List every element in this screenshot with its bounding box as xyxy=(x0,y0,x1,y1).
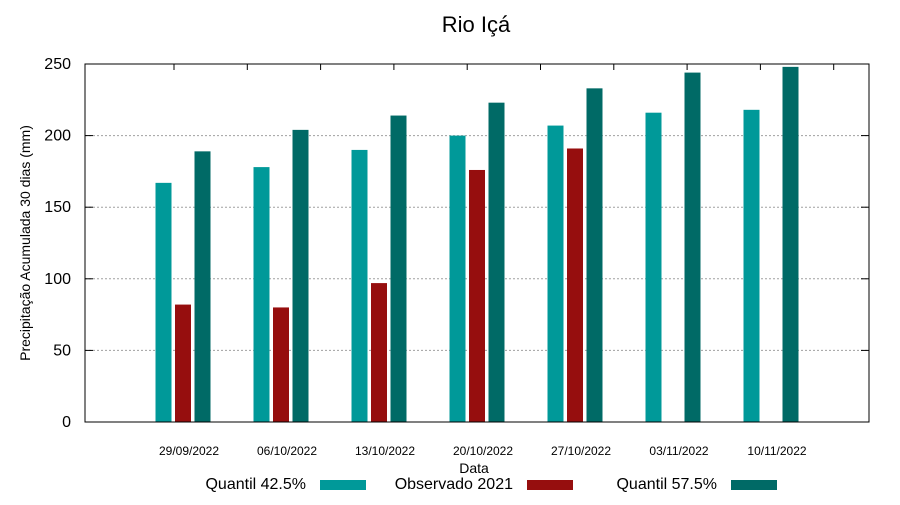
bar-quantil-42-5- xyxy=(645,112,662,423)
legend-label: Quantil 57.5% xyxy=(616,476,717,493)
y-tick-label: 0 xyxy=(62,414,71,431)
x-tick-label: 06/10/2022 xyxy=(257,444,317,458)
bar-quantil-42-5- xyxy=(449,135,466,422)
x-tick-label: 03/11/2022 xyxy=(649,444,708,458)
bar-quantil-57-5- xyxy=(684,72,701,422)
y-tick-label: 200 xyxy=(44,128,71,145)
legend-swatch xyxy=(320,480,366,490)
bar-quantil-57-5- xyxy=(390,115,407,422)
y-tick-label: 250 xyxy=(44,56,71,73)
bar-quantil-57-5- xyxy=(586,88,603,423)
x-tick-label: 13/10/2022 xyxy=(355,444,415,458)
bar-quantil-57-5- xyxy=(782,66,799,422)
bar-quantil-42-5- xyxy=(547,125,564,423)
x-tick-label: 27/10/2022 xyxy=(551,444,611,458)
bar-observado-2021 xyxy=(567,148,583,422)
bar-observado-2021 xyxy=(469,169,485,422)
bar-quantil-57-5- xyxy=(194,151,211,423)
y-tick-label: 150 xyxy=(44,199,71,216)
x-tick-label: 10/11/2022 xyxy=(747,444,806,458)
legend-swatch xyxy=(527,480,573,490)
bar-quantil-57-5- xyxy=(488,102,505,422)
bar-observado-2021 xyxy=(175,304,191,422)
legend-swatch xyxy=(731,480,777,490)
bar-quantil-42-5- xyxy=(351,149,368,423)
y-axis-label: Precipitação Acumulada 30 dias (mm) xyxy=(17,125,33,361)
y-tick-label: 50 xyxy=(53,342,71,359)
bar-quantil-42-5- xyxy=(253,167,270,422)
chart-title: Rio Içá xyxy=(442,12,511,37)
bar-observado-2021 xyxy=(273,307,289,422)
legend-label: Observado 2021 xyxy=(395,476,513,493)
plot-frame xyxy=(84,63,870,423)
bar-quantil-42-5- xyxy=(743,109,760,422)
x-tick-label: 20/10/2022 xyxy=(453,444,513,458)
y-tick-label: 100 xyxy=(44,271,71,288)
legend-label: Quantil 42.5% xyxy=(205,476,306,493)
x-axis-label: Data xyxy=(459,460,489,476)
bar-observado-2021 xyxy=(371,283,387,422)
bar-quantil-57-5- xyxy=(292,129,309,422)
x-tick-label: 29/09/2022 xyxy=(159,444,219,458)
bar-quantil-42-5- xyxy=(155,182,172,422)
